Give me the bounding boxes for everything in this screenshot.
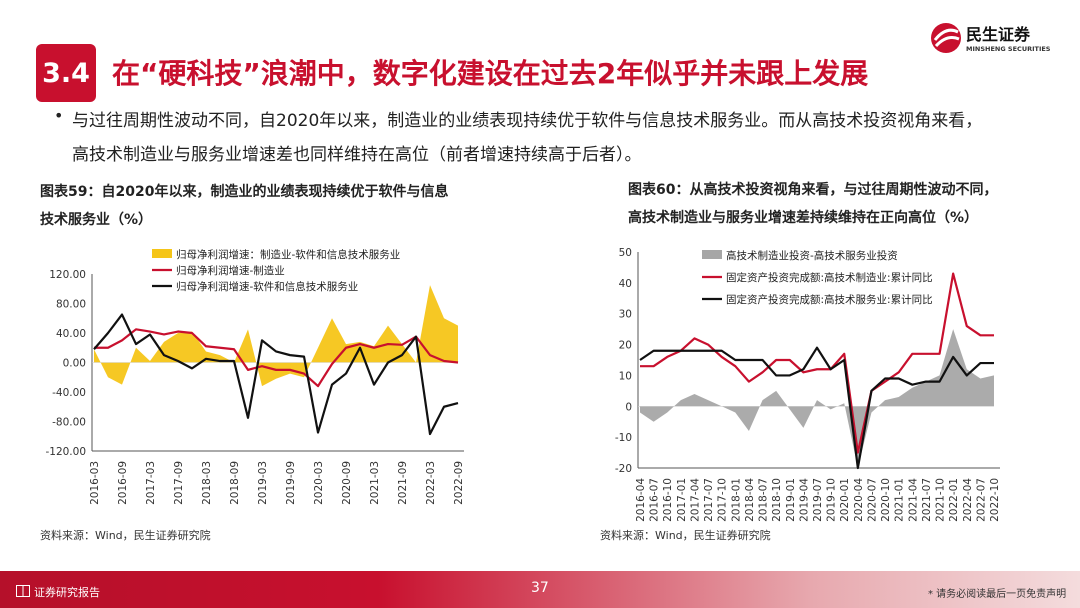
x-tick-label: 2018-01	[730, 478, 742, 522]
x-tick-label: 2016-04	[635, 478, 647, 522]
left-chart-title: 图表59：自2020年以来，制造业的业绩表现持续优于软件与信息 技术服务业（%）	[40, 178, 448, 234]
left-chart: 120.0080.0040.000.00-40.00-80.00-120.002…	[45, 248, 465, 505]
x-tick-label: 2019-04	[798, 478, 810, 522]
x-tick-label: 2018-09	[229, 461, 241, 505]
x-tick-label: 2016-09	[117, 461, 129, 505]
x-tick-label: 2020-01	[839, 478, 851, 522]
legend-label-0: 归母净利润增速：制造业-软件和信息技术服务业	[176, 248, 400, 261]
x-tick-label: 2020-10	[880, 478, 892, 522]
footer-bar	[0, 571, 1080, 608]
left-chart-title-line-1: 图表59：自2020年以来，制造业的业绩表现持续优于软件与信息	[40, 184, 449, 200]
legend-label-2: 固定资产投资完成额:高技术服务业:累计同比	[726, 293, 933, 306]
series-area-0	[94, 285, 458, 387]
series-line-2	[639, 346, 994, 470]
minsheng-logo-icon: 民生证券 MINSHENG SECURITIES	[931, 23, 1051, 53]
x-tick-label: 2019-09	[285, 461, 297, 505]
source-note-left: 资料来源：Wind，民生证券研究院	[40, 529, 211, 542]
y-tick-label: 30	[619, 309, 632, 321]
y-tick-label: -10	[615, 432, 632, 444]
bullet-line-1: 与过往周期性波动不同，自2020年以来，制造业的业绩表现持续优于软件与信息技术服…	[72, 111, 983, 131]
x-tick-label: 2017-09	[173, 461, 185, 505]
bullet-dot: •	[54, 106, 64, 125]
x-tick-label: 2021-07	[921, 478, 933, 522]
x-tick-label: 2022-04	[962, 478, 974, 522]
legend-label-0: 高技术制造业投资-高技术服务业投资	[726, 249, 898, 262]
x-tick-label: 2022-01	[948, 478, 960, 522]
series-line-1	[94, 328, 459, 388]
logo-text: 民生证券	[966, 25, 1031, 44]
y-tick-label: -40.00	[52, 387, 86, 399]
x-tick-label: 2018-03	[201, 461, 213, 505]
x-tick-label: 2020-03	[313, 461, 325, 505]
y-tick-label: 80.00	[56, 299, 86, 311]
y-tick-label: -80.00	[52, 417, 86, 429]
x-tick-label: 2018-07	[758, 478, 770, 522]
section-number-badge: 3.4	[36, 44, 96, 102]
logo: 民生证券 MINSHENG SECURITIES	[930, 20, 1060, 56]
left-chart-title-line-2: 技术服务业（%）	[40, 212, 153, 228]
x-tick-label: 2019-07	[812, 478, 824, 522]
x-tick-label: 2021-09	[397, 461, 409, 505]
right-chart-title-line-1: 图表60：从高技术投资视角来看，与过往周期性波动不同，	[628, 182, 998, 198]
x-tick-label: 2019-10	[826, 478, 838, 522]
legend-label-1: 归母净利润增速-制造业	[176, 264, 285, 277]
y-tick-label: 50	[619, 247, 632, 259]
x-tick-label: 2019-01	[785, 478, 797, 522]
y-tick-label: -120.00	[45, 446, 86, 458]
series-line-2	[93, 313, 459, 436]
report-book-icon	[16, 582, 30, 597]
x-tick-label: 2021-04	[907, 478, 919, 522]
y-tick-label: 0.00	[63, 358, 86, 370]
x-tick-label: 2020-07	[866, 478, 878, 522]
x-tick-label: 2021-10	[935, 478, 947, 522]
x-tick-label: 2021-03	[369, 461, 381, 505]
x-tick-label: 2016-07	[649, 478, 661, 522]
y-tick-label: 10	[619, 370, 632, 382]
y-tick-label: -20	[615, 463, 632, 475]
x-tick-label: 2022-09	[453, 461, 465, 505]
legend-label-2: 归母净利润增速-软件和信息技术服务业	[176, 280, 358, 293]
x-tick-label: 2018-04	[744, 478, 756, 522]
y-tick-label: 0	[625, 401, 632, 413]
y-tick-label: 40	[619, 278, 632, 290]
disclaimer: * 请务必阅读最后一页免责声明	[928, 589, 1067, 600]
footer-label: 证券研究报告	[34, 586, 100, 599]
right-chart-title-line-2: 高技术制造业与服务业增速差持续维持在正向高位（%）	[628, 210, 979, 226]
legend-swatch-0	[702, 250, 722, 259]
x-tick-label: 2022-10	[989, 478, 1001, 522]
x-tick-label: 2022-03	[425, 461, 437, 505]
page-number: 37	[531, 580, 549, 596]
x-tick-label: 2020-04	[853, 478, 865, 522]
logo-subtext: MINSHENG SECURITIES	[966, 45, 1051, 53]
series-line-1	[640, 272, 994, 454]
x-tick-label: 2018-10	[771, 478, 783, 522]
slide-title: 在“硬科技”浪潮中，数字化建设在过去2年似乎并未跟上发展	[112, 57, 869, 90]
x-tick-label: 2020-09	[341, 461, 353, 505]
bullet-line-2: 高技术制造业与服务业增速差也同样维持在高位（前者增速持续高于后者）。	[72, 145, 642, 165]
x-tick-label: 2017-10	[717, 478, 729, 522]
x-tick-label: 2019-03	[257, 461, 269, 505]
legend-swatch-0	[152, 249, 172, 258]
x-tick-label: 2016-10	[662, 478, 674, 522]
x-tick-label: 2017-07	[703, 478, 715, 522]
series-area-0	[640, 329, 994, 468]
y-tick-label: 120.00	[49, 269, 86, 281]
source-note-right: 资料来源：Wind，民生证券研究院	[600, 529, 771, 542]
y-tick-label: 20	[619, 340, 632, 352]
x-tick-label: 2016-03	[89, 461, 101, 505]
x-tick-label: 2017-04	[689, 478, 701, 522]
legend-label-1: 固定资产投资完成额:高技术制造业:累计同比	[726, 271, 933, 284]
y-tick-label: 40.00	[56, 328, 86, 340]
x-tick-label: 2022-07	[975, 478, 987, 522]
right-chart-title: 图表60：从高技术投资视角来看，与过往周期性波动不同， 高技术制造业与服务业增速…	[628, 176, 997, 232]
x-tick-label: 2021-01	[894, 478, 906, 522]
bullet-text: 与过往周期性波动不同，自2020年以来，制造业的业绩表现持续优于软件与信息技术服…	[72, 104, 1062, 172]
x-tick-label: 2017-03	[145, 461, 157, 505]
x-tick-label: 2017-01	[676, 478, 688, 522]
